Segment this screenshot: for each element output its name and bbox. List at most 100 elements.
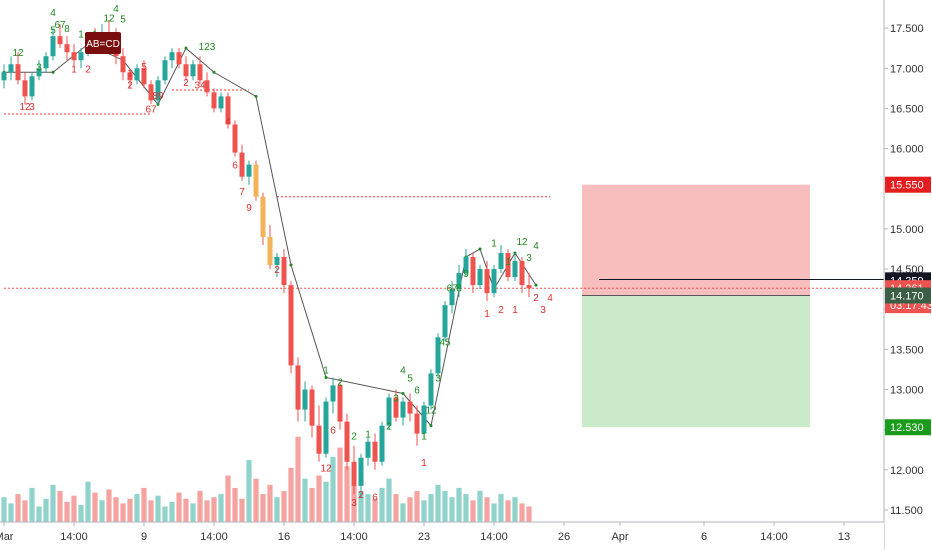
target-zone[interactable] bbox=[582, 296, 810, 428]
candle bbox=[212, 88, 217, 112]
time-axis-panel[interactable] bbox=[0, 522, 884, 550]
volume-bar bbox=[505, 500, 510, 522]
pattern-badge-label: AB=CD bbox=[86, 39, 120, 50]
sequence-count-label: 89 bbox=[152, 91, 164, 102]
volume-bar bbox=[106, 489, 111, 522]
candle-body bbox=[191, 64, 196, 76]
sequence-count-label: 1 bbox=[78, 30, 84, 41]
sequence-count-label: 1 bbox=[505, 257, 511, 268]
candle bbox=[366, 438, 371, 466]
candle-body bbox=[373, 442, 378, 462]
volume-bar bbox=[22, 500, 27, 522]
candle bbox=[233, 120, 238, 156]
candle bbox=[471, 253, 476, 293]
volume-bar bbox=[484, 497, 489, 522]
candle-body bbox=[44, 56, 49, 68]
candle-body bbox=[366, 442, 371, 458]
volume-bar bbox=[78, 505, 83, 522]
stop-zone[interactable] bbox=[582, 185, 810, 296]
candle bbox=[380, 422, 385, 466]
candle-body bbox=[471, 257, 476, 285]
candle-body bbox=[317, 426, 322, 454]
sequence-count-label: 6 bbox=[414, 386, 420, 397]
candle-body bbox=[429, 373, 434, 405]
sequence-count-label: 6 bbox=[232, 161, 238, 172]
sequence-count-label: 4 bbox=[50, 8, 56, 19]
volume-bar bbox=[204, 500, 209, 522]
volume-bar bbox=[176, 493, 181, 522]
candle-body bbox=[121, 56, 126, 72]
time-tick-label: 26 bbox=[558, 531, 570, 543]
candle-body bbox=[198, 64, 203, 80]
sequence-count-label: 45 bbox=[439, 337, 451, 348]
sequence-count-label: 2 bbox=[183, 78, 189, 89]
sequence-count-label: 123 bbox=[199, 42, 216, 53]
price-badge-target[interactable]: 12.530 bbox=[885, 419, 931, 435]
volume-bar bbox=[274, 497, 279, 522]
sequence-count-label: 1 bbox=[512, 305, 518, 316]
candle-body bbox=[513, 261, 518, 277]
sequence-count-label: 1 bbox=[421, 431, 427, 442]
volume-bar bbox=[281, 491, 286, 522]
candle-body bbox=[345, 422, 350, 462]
volume-bar bbox=[85, 482, 90, 522]
volume-bar bbox=[428, 494, 433, 522]
candle-body bbox=[2, 72, 7, 80]
sequence-count-label: 67 bbox=[145, 104, 157, 115]
volume-bar bbox=[127, 499, 132, 522]
candle-body bbox=[219, 96, 224, 108]
zigzag-point bbox=[479, 247, 482, 250]
candle-body bbox=[359, 458, 364, 486]
price-tick-label: 11.500 bbox=[890, 505, 923, 517]
volume-bar bbox=[71, 496, 76, 522]
candle bbox=[408, 394, 413, 422]
candle-body bbox=[380, 426, 385, 462]
sequence-count-label: 8 bbox=[64, 24, 70, 35]
time-tick-label: 14:00 bbox=[760, 531, 788, 543]
candle-body bbox=[401, 402, 406, 418]
candle bbox=[191, 60, 196, 80]
sequence-count-label: 5 bbox=[407, 373, 413, 384]
volume-bar bbox=[64, 502, 69, 522]
candle bbox=[65, 36, 70, 60]
candle-body bbox=[58, 36, 63, 44]
sequence-count-label: 4 bbox=[113, 4, 119, 15]
sequence-count-label: 2 bbox=[85, 64, 91, 75]
volume-bar bbox=[218, 494, 223, 522]
candle bbox=[254, 161, 259, 201]
sequence-count-label: 12 bbox=[425, 406, 437, 417]
candle-body bbox=[520, 261, 525, 285]
price-badge-stop[interactable]: 15.550 bbox=[885, 177, 931, 193]
candle bbox=[184, 56, 189, 80]
zigzag-point bbox=[535, 284, 538, 287]
zigzag-point bbox=[402, 392, 405, 395]
volume-bar bbox=[519, 503, 524, 522]
sequence-count-label: 1 bbox=[71, 64, 77, 75]
candle bbox=[317, 406, 322, 462]
sequence-count-label: 5 bbox=[120, 14, 126, 25]
sequence-count-label: 2 bbox=[498, 305, 504, 316]
candle-body bbox=[499, 253, 504, 269]
zigzag-point bbox=[255, 95, 258, 98]
volume-bar bbox=[309, 488, 314, 522]
price-badge-entry[interactable]: 14.170 bbox=[885, 288, 931, 304]
sequence-count-label: 1 bbox=[365, 430, 371, 441]
volume-bar bbox=[344, 466, 349, 522]
volume-bar bbox=[337, 448, 342, 522]
volume-bar bbox=[267, 485, 272, 522]
candle bbox=[303, 381, 308, 421]
candle bbox=[429, 369, 434, 409]
candle bbox=[261, 193, 266, 245]
volume-bar bbox=[421, 500, 426, 522]
sequence-count-label: 3 bbox=[540, 305, 546, 316]
candle-body bbox=[212, 92, 217, 108]
risk-reward-tool[interactable] bbox=[582, 185, 810, 428]
volume-bar bbox=[316, 476, 321, 523]
candle-body bbox=[247, 165, 252, 177]
sequence-count-label: 1 bbox=[323, 365, 329, 376]
candle-body bbox=[30, 76, 35, 96]
volume-bar bbox=[162, 507, 167, 523]
zigzag-point bbox=[290, 264, 293, 267]
volume-bar bbox=[365, 494, 370, 522]
